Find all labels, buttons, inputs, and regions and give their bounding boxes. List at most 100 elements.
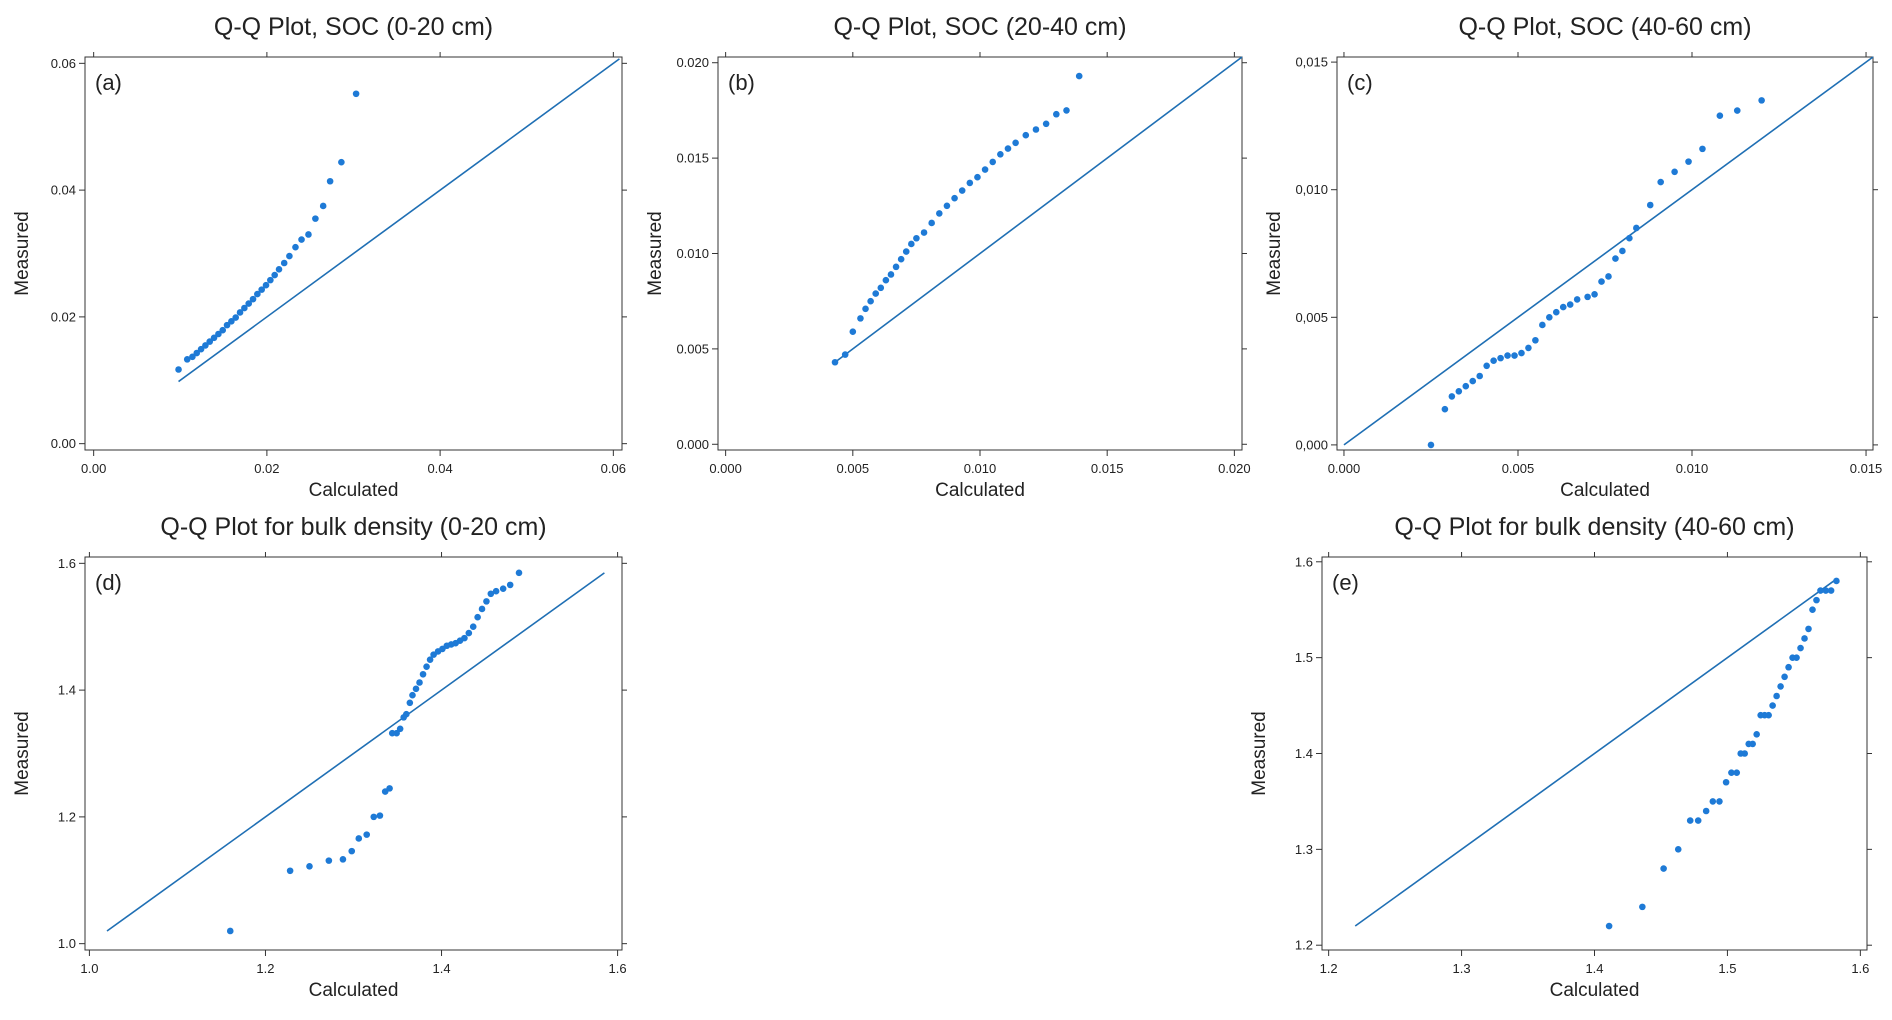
data-point bbox=[1032, 126, 1040, 133]
data-point bbox=[461, 634, 468, 642]
data-point bbox=[1722, 778, 1730, 786]
data-point bbox=[409, 691, 416, 699]
data-point bbox=[262, 281, 270, 289]
data-point bbox=[1448, 393, 1456, 400]
chart-panel: Q-Q Plot, SOC (20-40 cm) (b) 0.000 0.005 0.0… bbox=[645, 13, 1251, 501]
data-point bbox=[306, 863, 313, 870]
data-point bbox=[997, 150, 1004, 158]
data-point bbox=[872, 290, 880, 297]
x-tick-label: 0.005 bbox=[1502, 461, 1535, 476]
data-point bbox=[348, 847, 356, 855]
reference-line bbox=[1343, 56, 1874, 446]
data-point bbox=[867, 297, 874, 305]
data-point bbox=[325, 857, 333, 864]
data-point bbox=[1733, 769, 1741, 776]
data-point bbox=[236, 309, 244, 316]
data-point bbox=[1022, 131, 1030, 139]
data-point bbox=[1063, 107, 1070, 114]
data-point bbox=[1075, 72, 1083, 80]
data-point bbox=[1741, 750, 1749, 757]
data-point bbox=[338, 158, 345, 166]
data-point bbox=[841, 351, 849, 358]
data-point bbox=[1552, 308, 1560, 316]
data-point bbox=[831, 358, 839, 366]
data-point bbox=[1639, 903, 1646, 911]
plot-frame bbox=[1336, 56, 1874, 451]
x-axis-label: Calculated bbox=[1560, 480, 1650, 501]
data-point bbox=[1612, 255, 1619, 262]
data-point bbox=[1042, 120, 1050, 128]
data-point bbox=[175, 366, 182, 373]
y-tick-label: 0,015 bbox=[1295, 55, 1328, 70]
data-point bbox=[920, 229, 928, 236]
x-tick-label: 0.015 bbox=[1091, 461, 1124, 476]
data-point bbox=[1765, 711, 1772, 719]
data-point bbox=[469, 623, 477, 631]
y-tick-label: 0.005 bbox=[676, 341, 709, 356]
data-point bbox=[1753, 731, 1760, 738]
data-point bbox=[370, 813, 378, 821]
data-point bbox=[219, 326, 227, 334]
chart-title: Q-Q Plot, SOC (20-40 cm) bbox=[833, 13, 1126, 41]
x-tick-label: 0.010 bbox=[1676, 461, 1709, 476]
data-point bbox=[892, 263, 900, 271]
data-point bbox=[887, 271, 895, 278]
data-point bbox=[271, 271, 278, 279]
y-tick-label: 1.0 bbox=[58, 936, 76, 951]
data-point bbox=[189, 353, 196, 361]
data-point bbox=[1785, 663, 1792, 671]
data-point bbox=[426, 656, 434, 663]
data-point bbox=[305, 231, 312, 238]
y-tick-label: 1.6 bbox=[1295, 554, 1313, 569]
x-tick-label: 1.4 bbox=[1585, 961, 1603, 976]
data-point bbox=[393, 729, 400, 737]
chart-title: Q-Q Plot, SOC (40-60 cm) bbox=[1458, 13, 1751, 41]
x-tick-label: 0.000 bbox=[1328, 461, 1361, 476]
data-point bbox=[423, 663, 430, 670]
x-tick-label: 0.04 bbox=[427, 461, 452, 476]
y-tick-label: 1.4 bbox=[58, 683, 76, 698]
data-point bbox=[1671, 168, 1678, 176]
data-point bbox=[1827, 587, 1835, 594]
data-point bbox=[1012, 139, 1019, 147]
data-point bbox=[1709, 798, 1717, 805]
data-point bbox=[1483, 362, 1490, 370]
data-point bbox=[1476, 372, 1484, 380]
data-point bbox=[1728, 769, 1735, 776]
data-point bbox=[355, 835, 363, 842]
y-tick-label: 1.2 bbox=[58, 809, 76, 824]
data-point bbox=[193, 349, 201, 357]
y-tick-label: 1.2 bbox=[1295, 938, 1313, 953]
data-point bbox=[232, 314, 240, 321]
data-point bbox=[1758, 97, 1765, 104]
data-point bbox=[902, 248, 910, 255]
data-point bbox=[258, 286, 265, 293]
y-tick-label: 0,000 bbox=[1295, 437, 1328, 452]
data-point bbox=[403, 710, 410, 718]
chart-title: Q-Q Plot for bulk density (0-20 cm) bbox=[160, 513, 546, 541]
y-axis-label: Measured bbox=[645, 211, 666, 296]
data-point bbox=[1702, 807, 1710, 815]
data-point bbox=[465, 629, 473, 637]
data-point bbox=[228, 318, 235, 325]
data-point bbox=[1469, 377, 1477, 385]
data-point bbox=[936, 210, 943, 217]
x-tick-label: 0.005 bbox=[837, 461, 870, 476]
data-point bbox=[981, 166, 989, 173]
data-point bbox=[226, 927, 234, 935]
x-axis-label: Calculated bbox=[309, 980, 399, 1001]
data-point bbox=[951, 194, 958, 202]
data-point bbox=[857, 315, 864, 322]
data-point bbox=[882, 276, 890, 284]
chart-panel: Q-Q Plot, SOC (40-60 cm) (c) 0.000 0.005 0.0… bbox=[1264, 13, 1882, 501]
y-tick-label: 0.020 bbox=[676, 55, 709, 70]
data-point bbox=[913, 234, 920, 242]
data-point bbox=[419, 670, 427, 678]
y-tick-label: 1.6 bbox=[58, 556, 76, 571]
data-point bbox=[416, 679, 423, 686]
x-tick-label: 0.010 bbox=[964, 461, 997, 476]
y-tick-label: 0.00 bbox=[51, 436, 76, 451]
data-point bbox=[1777, 683, 1784, 690]
data-point bbox=[1441, 405, 1449, 413]
x-tick-label: 1.3 bbox=[1453, 961, 1471, 976]
